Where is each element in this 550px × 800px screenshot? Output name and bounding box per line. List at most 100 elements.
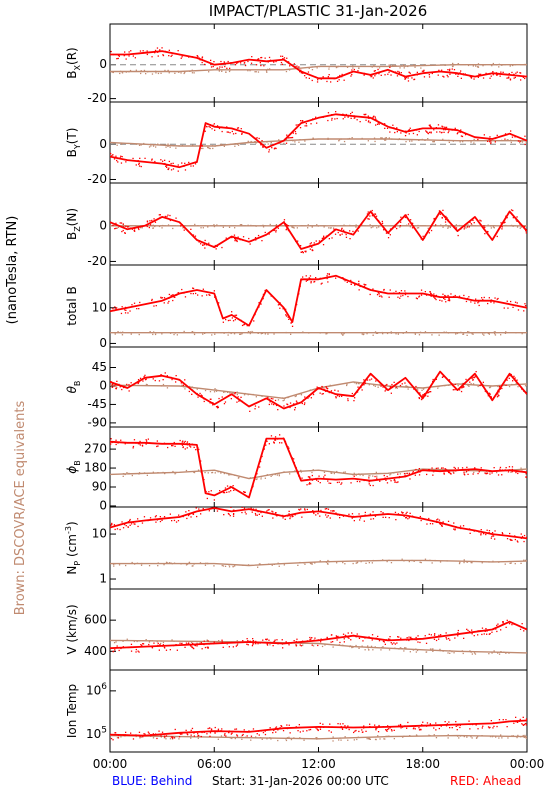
sample-point <box>340 514 342 516</box>
sample-point <box>420 729 422 731</box>
sample-point <box>184 448 186 450</box>
sample-point <box>522 734 524 737</box>
sample-point <box>143 69 146 72</box>
sample-point <box>251 330 253 333</box>
sample-point <box>479 219 481 221</box>
sample-point <box>286 134 288 136</box>
sample-point <box>481 627 484 629</box>
sample-point <box>437 74 439 76</box>
sample-point <box>320 283 322 285</box>
sample-point <box>131 474 133 477</box>
sample-point <box>525 232 527 234</box>
sample-point <box>344 725 346 727</box>
sample-point <box>346 384 348 387</box>
sample-point <box>233 509 235 511</box>
sample-point <box>287 446 289 448</box>
sample-point <box>130 732 132 734</box>
sample-point <box>153 331 155 333</box>
sample-point <box>112 307 114 310</box>
sample-point <box>465 378 467 381</box>
sample-point <box>349 645 351 647</box>
sample-point <box>359 121 361 123</box>
sample-point <box>122 229 124 232</box>
sample-point <box>423 70 425 72</box>
sample-point <box>446 74 448 77</box>
sample-point <box>354 730 356 732</box>
sample-point <box>227 60 229 63</box>
sample-point <box>521 388 523 390</box>
sample-point <box>396 127 398 129</box>
sample-point <box>522 724 524 726</box>
sample-point <box>224 565 227 567</box>
sample-point <box>279 434 281 436</box>
sample-point <box>505 719 507 721</box>
sample-point <box>326 275 328 277</box>
sample-point <box>457 385 459 387</box>
sample-point <box>464 223 467 226</box>
sample-point <box>369 484 371 487</box>
sample-point <box>389 228 392 230</box>
sample-point <box>351 111 353 113</box>
sample-point <box>351 517 353 519</box>
sample-point <box>250 507 252 509</box>
sample-point <box>496 624 498 627</box>
sample-point <box>461 382 463 385</box>
sample-point <box>155 72 157 74</box>
sample-point <box>217 471 219 473</box>
sample-point <box>236 62 238 64</box>
sample-point <box>504 133 507 135</box>
sample-point <box>350 117 352 119</box>
sample-point <box>162 471 164 474</box>
sample-point <box>377 122 379 124</box>
sample-point <box>340 739 342 741</box>
sample-point <box>260 64 262 67</box>
sample-point <box>240 736 242 738</box>
sample-point <box>492 722 494 724</box>
sample-point <box>204 130 206 132</box>
sample-point <box>213 391 216 393</box>
sample-point <box>390 562 393 564</box>
sample-point <box>299 71 301 73</box>
sample-point <box>313 511 315 514</box>
sample-point <box>214 726 216 729</box>
sample-point <box>256 514 258 516</box>
sample-point <box>432 141 434 143</box>
sample-point <box>140 644 142 646</box>
sample-point <box>168 300 170 303</box>
sample-point <box>157 644 159 646</box>
sample-point <box>368 483 370 485</box>
sample-point <box>433 218 435 220</box>
sample-point <box>488 297 490 299</box>
sample-point <box>444 64 446 66</box>
sample-point <box>225 318 227 321</box>
sample-point <box>299 561 301 564</box>
sample-point <box>358 383 360 385</box>
sample-point <box>428 76 431 78</box>
sample-point <box>122 331 124 333</box>
sample-point <box>307 397 309 399</box>
sample-point <box>257 730 260 732</box>
sample-point <box>324 474 326 476</box>
sample-point <box>372 559 374 562</box>
sample-point <box>158 225 161 228</box>
sample-point <box>254 402 257 404</box>
sample-point <box>260 476 262 478</box>
sample-point <box>188 561 191 563</box>
sample-point <box>475 65 477 67</box>
sample-point <box>453 226 455 228</box>
sample-point <box>132 445 135 448</box>
sample-point <box>467 224 469 226</box>
sample-point <box>432 523 434 525</box>
sample-point <box>439 648 441 651</box>
sample-point <box>291 325 294 327</box>
sample-point <box>176 649 178 651</box>
sample-point <box>389 478 391 480</box>
sample-point <box>191 56 194 58</box>
sample-point <box>492 560 494 562</box>
sample-point <box>337 66 339 68</box>
sample-point <box>236 401 238 403</box>
sample-point <box>122 640 124 642</box>
sample-point <box>316 738 318 740</box>
sample-point <box>459 735 462 737</box>
sample-point <box>387 638 390 640</box>
